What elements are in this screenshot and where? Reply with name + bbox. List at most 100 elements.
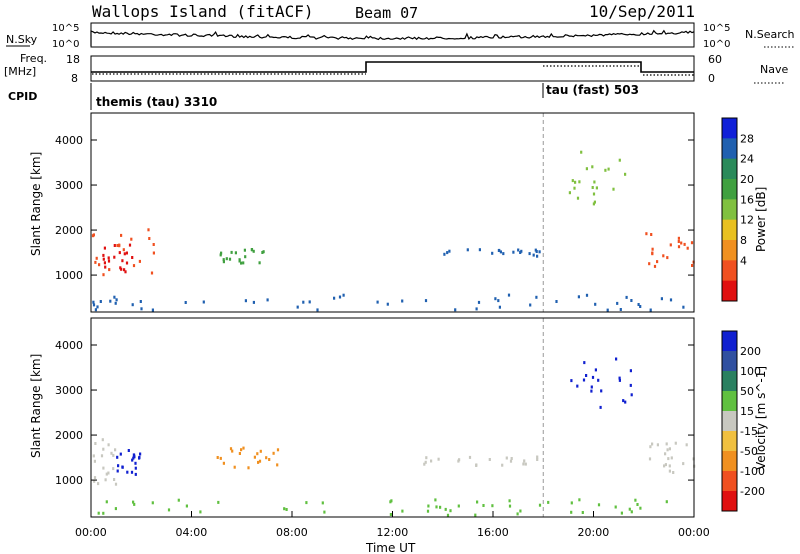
range-cell bbox=[92, 454, 95, 458]
colorbar-swatch bbox=[722, 199, 737, 221]
range-cell bbox=[686, 246, 689, 250]
range-cell bbox=[570, 501, 573, 505]
range-cell bbox=[265, 456, 268, 460]
range-cell bbox=[624, 400, 627, 404]
range-cell bbox=[321, 501, 324, 505]
colorbar-tick-label: 4 bbox=[740, 254, 747, 267]
range-cell bbox=[115, 298, 118, 302]
range-cell bbox=[636, 503, 639, 506]
range-cell bbox=[116, 469, 119, 473]
range-cell bbox=[123, 268, 126, 272]
nave-tick-bottom: 0 bbox=[708, 72, 715, 85]
range-cell bbox=[424, 299, 428, 303]
range-cell bbox=[139, 452, 142, 456]
range-cell bbox=[501, 463, 504, 467]
freq-panel-frame bbox=[90, 55, 695, 82]
range-cell bbox=[674, 441, 677, 445]
range-cell bbox=[615, 357, 618, 361]
colorbar-tick-label: 50 bbox=[740, 385, 754, 398]
freq-trace bbox=[91, 61, 694, 73]
range-cell bbox=[97, 511, 100, 515]
range-cell bbox=[147, 228, 150, 232]
range-cell bbox=[430, 459, 433, 463]
time-x-axis: 00:00 04:00 08:00 12:00 16:00 20:00 00:00 bbox=[75, 511, 710, 539]
range-cell bbox=[651, 247, 654, 251]
range-cell bbox=[133, 502, 136, 506]
range-cell bbox=[536, 458, 539, 461]
freq-panel: Freq. [MHz] 18 8 60 0 Nave bbox=[4, 52, 788, 85]
y-tick-label: 3000 bbox=[55, 384, 83, 397]
range-cell bbox=[238, 452, 241, 455]
range-cell bbox=[499, 250, 502, 254]
range-cell bbox=[128, 243, 132, 247]
range-cell bbox=[656, 260, 659, 264]
freq-tick-top: 18 bbox=[66, 53, 80, 66]
range-cell bbox=[262, 250, 265, 254]
range-cell bbox=[220, 251, 223, 255]
colorbar-frame bbox=[721, 117, 738, 302]
range-cell bbox=[668, 464, 671, 468]
range-cell bbox=[630, 393, 633, 397]
range-cell bbox=[93, 476, 97, 480]
range-cell bbox=[389, 500, 392, 504]
range-cell bbox=[131, 303, 134, 307]
range-cell bbox=[595, 186, 598, 190]
range-cell bbox=[258, 459, 262, 463]
range-cell bbox=[585, 374, 588, 377]
date-title: 10/Sep/2011 bbox=[589, 2, 695, 21]
range-cell bbox=[618, 378, 621, 382]
nave-trace bbox=[92, 65, 694, 76]
range-cell bbox=[424, 460, 427, 464]
range-cell bbox=[97, 482, 100, 486]
range-cell bbox=[668, 469, 671, 473]
range-cell bbox=[517, 248, 520, 252]
range-cell bbox=[121, 259, 124, 263]
range-cell bbox=[660, 297, 663, 301]
range-cell bbox=[132, 264, 136, 268]
range-cell bbox=[477, 300, 481, 304]
range-cell bbox=[230, 250, 233, 254]
x-tick-label: 00:00 bbox=[75, 526, 107, 539]
range-cell bbox=[107, 256, 110, 260]
range-cell bbox=[666, 448, 669, 452]
velocity-y-label: Slant Range [km] bbox=[29, 354, 43, 458]
range-cell bbox=[116, 455, 119, 459]
colorbar-swatch bbox=[722, 431, 737, 452]
range-cell bbox=[570, 510, 573, 514]
colorbar-frame bbox=[721, 330, 738, 512]
range-cell bbox=[202, 300, 205, 304]
range-cell bbox=[113, 255, 116, 259]
range-cell bbox=[113, 478, 116, 481]
range-cell bbox=[466, 248, 469, 252]
range-cell bbox=[244, 255, 247, 259]
range-cell bbox=[117, 464, 120, 468]
range-cell bbox=[242, 446, 245, 450]
range-cell bbox=[101, 438, 104, 442]
range-cell bbox=[259, 449, 262, 453]
data-patch bbox=[92, 438, 118, 486]
range-cell bbox=[665, 500, 668, 504]
y-tick-label: 4000 bbox=[55, 339, 83, 352]
range-cell bbox=[112, 467, 115, 471]
range-cell bbox=[114, 301, 117, 305]
range-cell bbox=[131, 458, 134, 462]
range-cell bbox=[662, 254, 665, 258]
range-cell bbox=[656, 443, 659, 447]
range-cell bbox=[105, 472, 108, 476]
range-cell bbox=[519, 509, 522, 513]
colorbar-swatch bbox=[722, 351, 737, 372]
range-cell bbox=[102, 447, 105, 451]
range-cell bbox=[574, 180, 577, 184]
range-cell bbox=[651, 251, 654, 255]
range-cell bbox=[247, 466, 250, 470]
range-cell bbox=[634, 498, 637, 502]
range-cell bbox=[582, 378, 586, 382]
range-cell bbox=[488, 458, 491, 461]
range-cell bbox=[233, 465, 236, 469]
range-cell bbox=[497, 249, 500, 252]
colorbar-swatch bbox=[722, 179, 737, 200]
range-cell bbox=[570, 379, 573, 383]
power-panel: 1000 2000 3000 4000 Slant Range [km] bbox=[29, 112, 695, 313]
